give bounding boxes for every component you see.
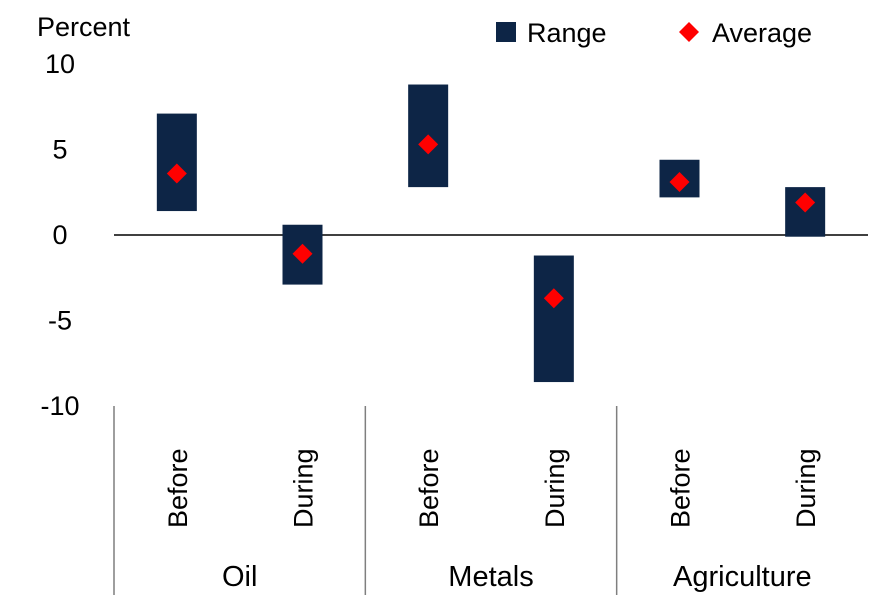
legend-range-swatch: [496, 22, 516, 42]
y-tick-label: -5: [48, 306, 72, 336]
x-category-label: During: [791, 448, 821, 528]
average-markers: [166, 134, 816, 309]
average-marker: [292, 243, 313, 264]
x-group-label: Oil: [222, 561, 257, 593]
y-tick-label: 5: [52, 135, 67, 165]
average-marker: [418, 134, 439, 155]
legend: Range Average: [496, 18, 812, 48]
x-category-label: Before: [666, 448, 696, 528]
legend-average-marker: [679, 22, 699, 42]
legend-range-label: Range: [527, 18, 607, 48]
x-group-label: Metals: [448, 561, 533, 593]
average-marker: [543, 288, 564, 309]
average-marker: [795, 192, 816, 213]
range-bar: [156, 113, 197, 212]
x-category-label: Before: [163, 448, 193, 528]
x-category-label: During: [289, 448, 319, 528]
y-axis-ticks: 10 5 0 -5 -10: [40, 49, 79, 421]
x-category-label: Before: [414, 448, 444, 528]
x-axis-labels: Before During Oil Before During Metals Before D…: [163, 448, 821, 593]
y-tick-label: 10: [45, 49, 75, 79]
y-tick-label: 0: [52, 220, 67, 250]
x-category-label: During: [540, 448, 570, 528]
x-group-label: Agriculture: [673, 561, 812, 593]
y-tick-label: -10: [40, 391, 79, 421]
range-bar: [533, 255, 574, 383]
average-marker: [166, 163, 187, 184]
y-axis-label: Percent: [37, 12, 131, 42]
average-marker: [669, 171, 690, 192]
range-bars: [156, 84, 826, 383]
legend-average-label: Average: [712, 18, 812, 48]
axes: [113, 234, 868, 595]
